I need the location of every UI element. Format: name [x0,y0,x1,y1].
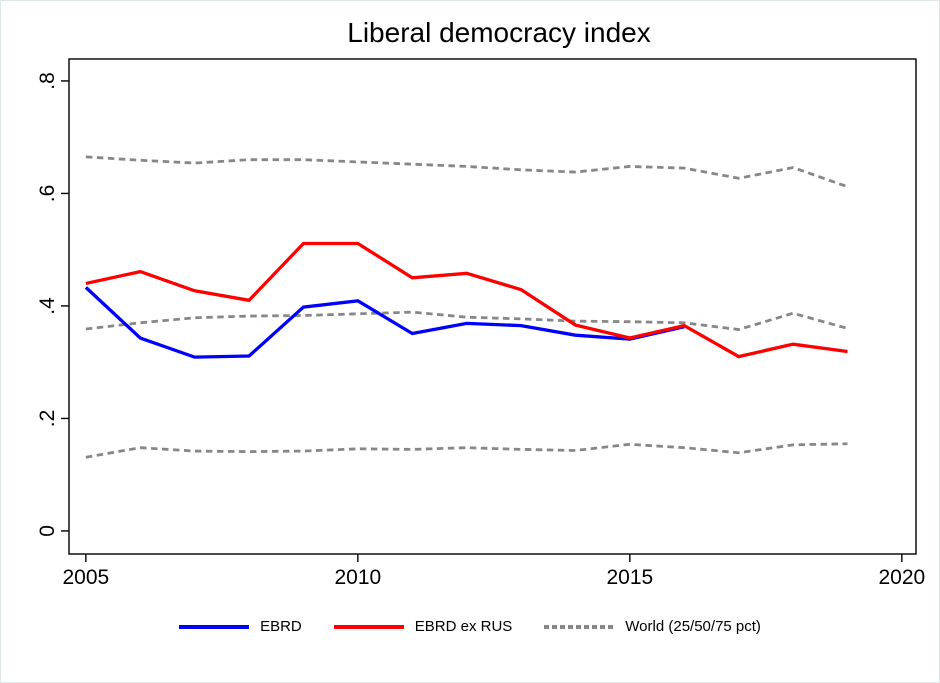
legend-line-ebrd-icon [179,624,250,629]
plot-border [68,58,917,555]
legend-item-ebrd-ex-rus: EBRD ex RUS [333,618,513,635]
series-ebrd-ex-rus [85,241,848,359]
legend: EBRD EBRD ex RUS World (25/50/75 pct) [1,618,939,635]
y-tick-label: .6 [36,185,59,203]
y-tick-label: .4 [36,297,59,315]
x-tick-label: 2005 [63,566,110,589]
legend-item-world: World (25/50/75 pct) [544,618,761,635]
series-world-75th-percentile [85,155,848,189]
legend-line-world-icon [544,624,615,629]
y-tick-label: 0 [36,525,59,537]
x-tick-label: 2010 [335,566,382,589]
y-tick-label: .8 [36,72,59,90]
x-tick-label: 2020 [878,566,925,589]
y-tick-label: .2 [36,410,59,428]
chart-title: Liberal democracy index [347,17,651,48]
legend-label-ebrd-ex-rus: EBRD ex RUS [414,618,513,635]
x-tick-label: 2015 [606,566,653,589]
series-world-median-50th-percentile- [85,310,848,331]
legend-label-ebrd: EBRD [260,618,302,635]
series-world-25th-percentile [85,442,848,459]
legend-label-world: World (25/50/75 pct) [625,618,761,635]
legend-item-ebrd: EBRD [179,618,302,635]
legend-line-ebrd-ex-rus-icon [333,624,404,629]
series-ebrd [84,286,685,359]
